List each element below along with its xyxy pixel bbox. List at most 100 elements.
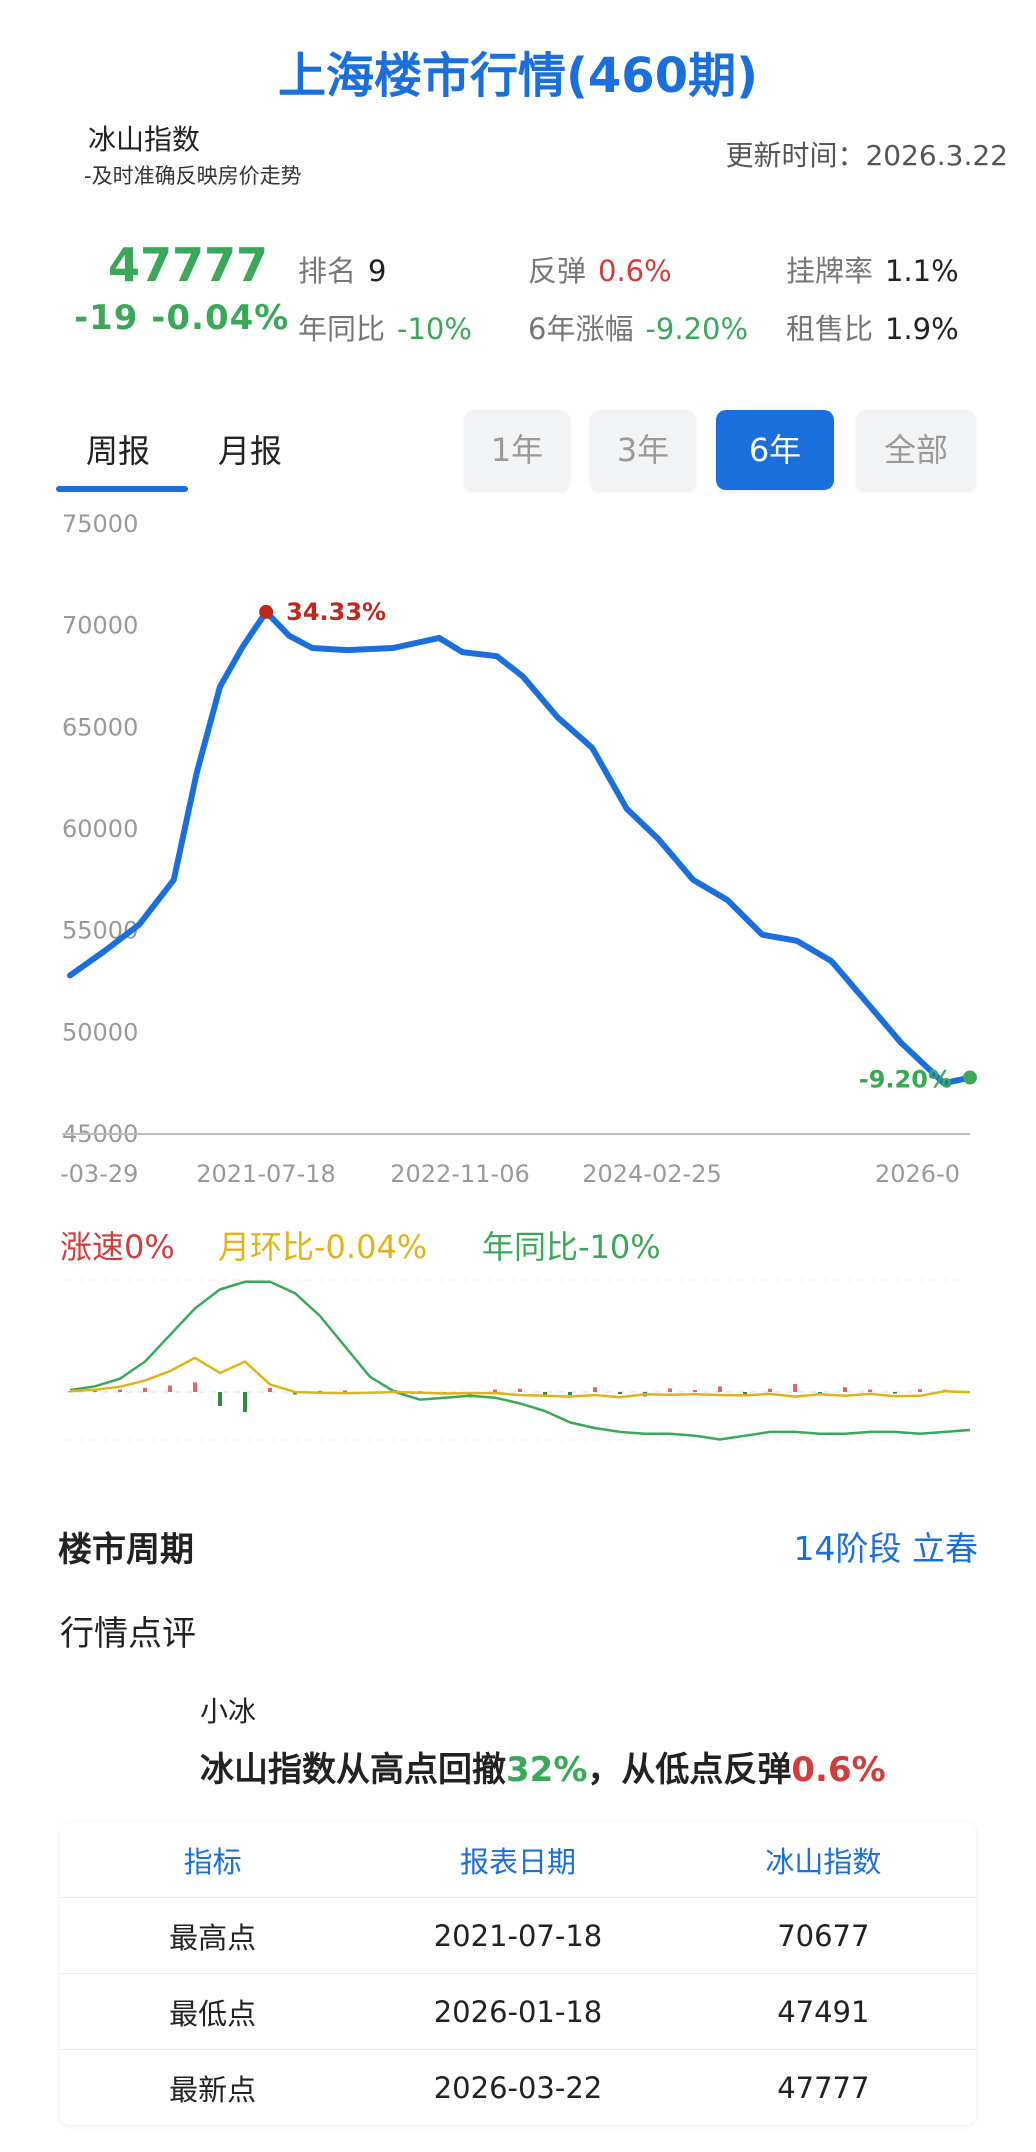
stat-six-year-label: 6年涨幅: [528, 312, 634, 346]
range-1y-button[interactable]: 1年: [464, 410, 570, 490]
speed-bar: [568, 1392, 572, 1396]
table-header-cell: 冰山指数: [765, 1844, 882, 1879]
stat-rebound-label: 反弹: [528, 254, 587, 288]
comment-part-2: ，从低点反弹: [587, 1750, 792, 1790]
index-value: 47777: [108, 238, 269, 292]
range-6y-button[interactable]: 6年: [716, 410, 834, 490]
speed-bar: [668, 1388, 672, 1392]
table-row: 最高点 2021-07-18 70677: [60, 1898, 976, 1974]
table-cell: 47491: [777, 1994, 870, 2029]
speed-bar: [343, 1390, 347, 1392]
stat-rebound-value: 0.6%: [598, 254, 672, 288]
stat-listing: 挂牌率 1.1%: [786, 248, 959, 290]
stat-listing-value: 1.1%: [885, 254, 959, 288]
speed-bar: [93, 1390, 97, 1392]
table-cell: 70677: [777, 1918, 870, 1953]
stat-rebound: 反弹 0.6%: [528, 248, 672, 290]
table-cell: 2021-07-18: [433, 1918, 603, 1953]
speed-bar: [593, 1387, 597, 1392]
peak-annotation: 34.33%: [286, 598, 386, 626]
tab-monthly[interactable]: 月报: [218, 432, 283, 470]
table-cell: 2026-01-18: [433, 1994, 603, 2029]
speed-bar: [268, 1388, 272, 1392]
speed-bar: [143, 1388, 147, 1392]
index-subtitle: -及时准确反映房价走势: [84, 164, 302, 188]
stat-yoy: 年同比 -10%: [298, 306, 472, 348]
index-name: 冰山指数: [88, 123, 201, 156]
tab-weekly-underline: [56, 486, 188, 492]
range-all-button[interactable]: 全部: [856, 410, 976, 490]
table-cell: 最低点: [169, 1996, 257, 2031]
index-series-line: [67, 608, 973, 1087]
latest-annotation: -9.20%: [859, 1066, 952, 1094]
speed-bar: [768, 1388, 772, 1392]
legend-speed: 涨速0%: [60, 1228, 175, 1266]
mom-series-line: [69, 1356, 971, 1399]
x-tick-label: 2021-07-18: [196, 1160, 335, 1188]
y-tick-label: 70000: [62, 612, 138, 640]
legend-mom: 月环比-0.04%: [218, 1228, 428, 1266]
stat-listing-label: 挂牌率: [786, 254, 874, 288]
stat-yoy-value: -10%: [397, 312, 472, 346]
speed-bar: [743, 1392, 747, 1396]
stat-rank-value: 9: [368, 254, 387, 288]
x-tick-label: -03-29: [60, 1160, 138, 1188]
y-tick-label: 65000: [62, 713, 138, 741]
speed-bar: [118, 1389, 122, 1392]
tab-weekly[interactable]: 周报: [86, 432, 151, 470]
table-header: 指标 报表日期 冰山指数: [60, 1822, 976, 1898]
x-tick-label: 2026-0: [875, 1160, 960, 1188]
speed-bar: [543, 1392, 547, 1396]
x-tick-label: 2022-11-06: [390, 1160, 529, 1188]
speed-bar: [618, 1392, 622, 1394]
speed-bar: [868, 1389, 872, 1392]
speed-bar: [893, 1392, 897, 1394]
indicator-chart: [66, 1279, 971, 1441]
table-cell: 最新点: [169, 2072, 257, 2107]
table-cell: 2026-03-22: [433, 2070, 603, 2105]
stat-yoy-label: 年同比: [298, 312, 386, 346]
table-header-cell: 指标: [183, 1844, 242, 1879]
table-header-cell: 报表日期: [459, 1844, 576, 1879]
cycle-title: 楼市周期: [58, 1530, 194, 1570]
y-tick-label: 50000: [62, 1018, 138, 1046]
speed-bar: [493, 1389, 497, 1392]
speed-bar: [318, 1390, 322, 1392]
table-row: 最低点 2026-01-18 47491: [60, 1974, 976, 2050]
latest-point: [963, 1070, 977, 1085]
stat-rank-label: 排名: [298, 254, 357, 288]
speed-bar: [793, 1384, 797, 1392]
stat-rent-ratio: 租售比 1.9%: [786, 306, 959, 348]
yoy-series-line: [69, 1280, 971, 1441]
index-table: 指标 报表日期 冰山指数 最高点 2021-07-18 70677 最低点 20…: [60, 1822, 976, 2125]
range-3y-button[interactable]: 3年: [590, 410, 696, 490]
speed-bar: [918, 1389, 922, 1392]
speed-bar: [68, 1391, 72, 1392]
speed-bar: [843, 1387, 847, 1392]
stat-rent-ratio-value: 1.9%: [885, 312, 959, 346]
speed-bar: [218, 1392, 222, 1406]
peak-point: [259, 604, 274, 619]
speed-bar: [518, 1388, 522, 1392]
y-tick-label: 75000: [62, 510, 138, 538]
comment-text: 冰山指数从高点回撤32%，从低点反弹0.6%: [200, 1742, 886, 1791]
stat-rent-ratio-label: 租售比: [786, 312, 874, 346]
comment-rebound: 0.6%: [791, 1750, 886, 1790]
page-title: 上海楼市行情(460期): [277, 48, 759, 104]
y-tick-label: 60000: [62, 815, 138, 843]
speed-bar: [718, 1386, 722, 1392]
comment-part-1: 冰山指数从高点回撤: [200, 1750, 506, 1790]
table-cell: 47777: [777, 2070, 870, 2105]
update-time: 更新时间：2026.3.22: [725, 139, 1008, 172]
y-tick-label: 55000: [62, 917, 138, 945]
stat-six-year-value: -9.20%: [645, 312, 749, 346]
speed-bar: [243, 1392, 247, 1412]
cycle-stage[interactable]: 14阶段 立春: [793, 1529, 978, 1568]
table-cell: 最高点: [169, 1920, 257, 1955]
legend-yoy: 年同比-10%: [482, 1228, 661, 1266]
index-change: -19 -0.04%: [74, 298, 290, 338]
speed-bar: [693, 1390, 697, 1392]
speed-bar: [193, 1382, 197, 1392]
comment-drawdown: 32%: [506, 1750, 588, 1790]
